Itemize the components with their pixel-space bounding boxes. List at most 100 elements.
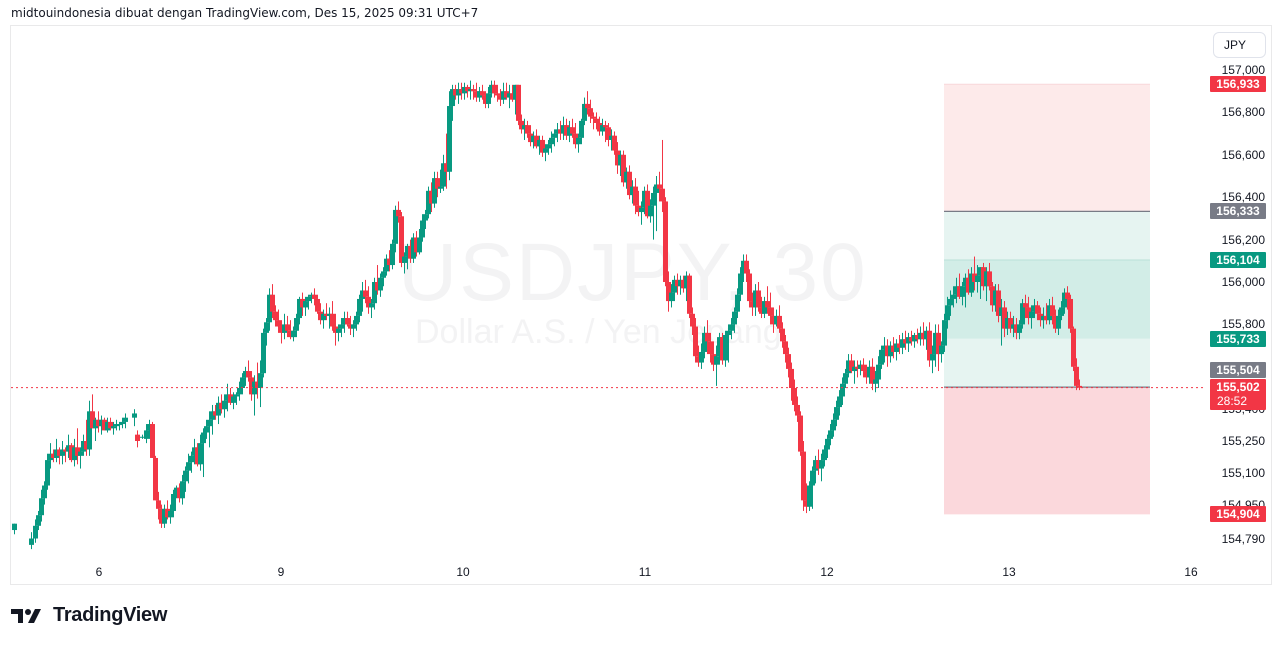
candle-body: [348, 324, 353, 329]
candle-body: [600, 125, 605, 132]
candle-wick: [257, 362, 258, 399]
candle-body: [417, 237, 422, 253]
candle-body: [921, 332, 926, 340]
candle-body: [606, 127, 611, 140]
candle-body: [492, 84, 497, 94]
candle-body: [633, 186, 638, 206]
candle-body: [261, 332, 266, 374]
candle-body: [195, 447, 200, 465]
candle-body: [96, 419, 101, 427]
candle-body: [939, 345, 944, 355]
candle-body: [945, 305, 950, 321]
candle-body: [1038, 313, 1043, 321]
candle-body: [186, 462, 191, 471]
candle-body: [276, 320, 281, 327]
candle-body: [228, 394, 233, 403]
candle-body: [810, 470, 815, 486]
candle-body: [429, 190, 434, 204]
price-tick: 156,600: [1221, 147, 1265, 162]
candle-body: [915, 335, 920, 340]
candle-body: [879, 349, 884, 365]
candle-body: [546, 144, 551, 149]
candle-body: [72, 447, 77, 461]
candle-body: [87, 411, 92, 450]
candle-body: [444, 163, 449, 172]
candle-body: [831, 419, 836, 431]
candle-body: [474, 91, 479, 98]
candle-wick: [593, 112, 594, 130]
candle-body: [33, 525, 38, 539]
candle-wick: [308, 294, 309, 310]
candle-body: [942, 320, 947, 346]
candle-body: [453, 89, 458, 96]
candle-body: [123, 417, 128, 422]
candle-body: [996, 290, 1001, 316]
candle-body: [339, 324, 344, 329]
candle-body: [405, 245, 410, 257]
candle-wick: [446, 133, 447, 189]
candle-body: [843, 373, 848, 384]
candle-body: [645, 190, 650, 217]
candle-body: [189, 455, 194, 463]
candle-body: [798, 415, 803, 452]
candle-body: [180, 481, 185, 499]
candle-body: [219, 402, 224, 410]
candle-body: [1044, 315, 1049, 321]
candle-body: [834, 407, 839, 420]
candle-body: [222, 400, 227, 410]
candle-body: [150, 424, 155, 458]
candle-body: [507, 93, 512, 98]
candle-body: [861, 364, 866, 372]
candle-body: [759, 307, 764, 314]
candle-body: [357, 298, 362, 316]
position-price-label: 155,504: [1210, 362, 1266, 378]
candle-wick: [662, 139, 663, 213]
candlestick-chart: [11, 80, 1204, 550]
candle-body: [111, 426, 116, 429]
candle-body: [1014, 324, 1019, 333]
candle-body: [885, 345, 890, 357]
candle-body: [588, 108, 593, 117]
candle-body: [342, 318, 347, 325]
tradingview-logo-icon: [11, 608, 41, 623]
candle-body: [369, 303, 374, 308]
candle-body: [1077, 385, 1082, 388]
price-axis[interactable]: 157,000 156,800 156,600 156,400 156,200 156,0…: [1204, 26, 1271, 584]
candle-wick: [812, 466, 813, 509]
candle-body: [246, 371, 251, 378]
candle-body: [192, 447, 197, 456]
candle-body: [972, 273, 977, 282]
candle-body: [771, 315, 776, 325]
candle-body: [849, 360, 854, 372]
candle-body: [987, 271, 992, 287]
candle-body: [612, 135, 617, 151]
candle-wick: [311, 292, 312, 304]
candle-body: [951, 294, 956, 299]
currency-button[interactable]: JPY: [1213, 32, 1266, 58]
candle-body: [657, 184, 662, 189]
candle-body: [852, 366, 857, 372]
candle-wick: [95, 417, 96, 441]
tradingview-logo[interactable]: TradingView: [11, 604, 167, 627]
candle-wick: [638, 190, 639, 217]
candle-wick: [974, 256, 975, 291]
candle-body: [528, 133, 533, 143]
candle-body: [846, 360, 851, 374]
candle-body: [51, 453, 56, 458]
candle-body: [45, 460, 50, 486]
candle-body: [618, 154, 623, 166]
candle-body: [984, 271, 989, 287]
candle-body: [966, 277, 971, 293]
candle-body: [399, 216, 404, 263]
time-axis[interactable]: 6 9 10 11 12 13 16: [11, 556, 1204, 584]
chart-plot-area[interactable]: [11, 26, 1204, 556]
candle-body: [597, 123, 602, 132]
candle-body: [675, 279, 680, 287]
candle-body: [822, 449, 827, 461]
candle-wick: [656, 176, 657, 232]
candle-body: [333, 326, 338, 333]
candle-body: [609, 135, 614, 140]
last-price-value: 155,502: [1216, 380, 1260, 394]
candle-body: [1059, 307, 1064, 316]
candle-body: [708, 341, 713, 355]
